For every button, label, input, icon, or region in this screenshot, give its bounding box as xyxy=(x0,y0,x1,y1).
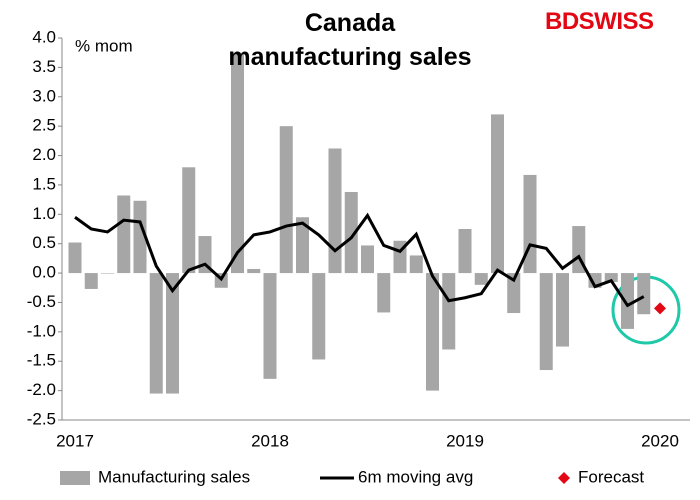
bar xyxy=(101,273,114,274)
bar xyxy=(149,273,163,394)
x-tick-label: 2017 xyxy=(56,431,94,450)
y-tick-label: 2.5 xyxy=(32,116,56,135)
forecast-point xyxy=(654,302,666,315)
bar xyxy=(84,273,98,289)
bar xyxy=(523,174,537,274)
x-tick-label: 2019 xyxy=(446,431,484,450)
legend-label: 6m moving avg xyxy=(358,467,473,486)
bar xyxy=(426,273,439,391)
y-tick-label: 1.5 xyxy=(32,174,56,193)
bar xyxy=(458,229,472,274)
bar xyxy=(231,52,244,274)
bar xyxy=(247,268,261,274)
y-tick-label: 3.0 xyxy=(32,86,56,105)
bar xyxy=(637,273,651,315)
bar xyxy=(312,273,326,360)
moving-avg-line xyxy=(74,212,645,308)
y-tick-label: -1.5 xyxy=(27,351,56,370)
y-axis-unit: % mom xyxy=(75,36,133,55)
bar xyxy=(539,273,553,371)
bar xyxy=(133,200,147,274)
x-tick-label: 2018 xyxy=(251,431,289,450)
bar xyxy=(198,236,212,274)
bar xyxy=(474,273,488,285)
bar xyxy=(507,273,521,314)
bar xyxy=(344,191,358,274)
y-tick-label: -2.5 xyxy=(27,409,56,428)
y-tick-label: 0.5 xyxy=(32,233,56,252)
bar xyxy=(296,217,309,274)
x-tick-label: 2020 xyxy=(641,431,679,450)
y-tick-label: -0.5 xyxy=(27,292,56,311)
y-tick-label: 1.0 xyxy=(32,204,56,223)
bar xyxy=(409,255,423,274)
bar xyxy=(604,273,618,282)
bar xyxy=(377,273,391,313)
bar xyxy=(621,273,634,329)
legend-label: Manufacturing sales xyxy=(98,467,250,486)
chart-title: Canada manufacturing sales xyxy=(228,9,472,71)
bar xyxy=(182,167,196,274)
y-tick-label: 2.0 xyxy=(32,145,56,164)
y-tick-label: -2.0 xyxy=(27,380,56,399)
bar xyxy=(361,245,374,274)
bar xyxy=(263,273,277,379)
bar xyxy=(556,273,569,347)
y-tick-label: 3.5 xyxy=(32,57,56,76)
bar xyxy=(491,114,504,274)
y-tick-label: 0.0 xyxy=(32,263,56,282)
y-tick-label: 4.0 xyxy=(32,27,56,46)
bar xyxy=(279,126,293,274)
legend-label: Forecast xyxy=(578,467,644,486)
logo: BDSWISS xyxy=(545,8,654,35)
bar xyxy=(68,242,82,274)
bar xyxy=(117,195,131,274)
bar xyxy=(442,273,456,350)
legend-swatch xyxy=(60,471,90,485)
y-tick-label: -1.0 xyxy=(27,321,56,340)
bar xyxy=(328,148,342,274)
bar xyxy=(166,273,179,394)
legend-swatch xyxy=(558,472,570,484)
